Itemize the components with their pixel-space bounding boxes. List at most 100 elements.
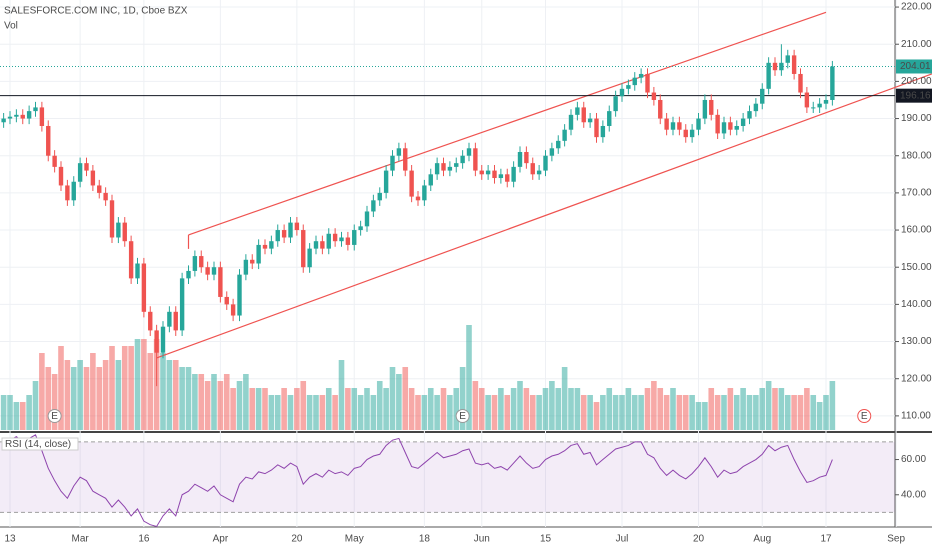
volume-bar [7, 395, 13, 430]
candle-body [211, 267, 217, 275]
x-tick-label: 13 [4, 534, 16, 545]
volume-bar [306, 395, 313, 430]
volume-bar [415, 395, 421, 430]
y-tick-label: 130.00 [901, 336, 932, 347]
candle-body [556, 140, 561, 149]
volume-bar [204, 381, 211, 430]
earnings-label: E [51, 411, 58, 422]
volume-bar [408, 388, 415, 430]
candle-body [128, 241, 134, 279]
candle-body [715, 114, 720, 134]
volume-bar [587, 395, 593, 430]
volume-bar [772, 388, 778, 430]
volume-bar [651, 381, 657, 430]
volume-bar [294, 388, 300, 430]
candle-body [562, 129, 567, 141]
volume-bar [351, 388, 358, 430]
volume-bar [402, 367, 409, 430]
chart-title: SALESFORCE.COM INC, 1D, Cboe BZX [4, 6, 188, 17]
y-tick-label: 160.00 [901, 225, 932, 236]
candle-body [345, 237, 351, 245]
candle-body [664, 118, 669, 130]
volume-bar [644, 388, 651, 430]
volume-bar [797, 395, 804, 430]
candle-body [154, 330, 159, 353]
candle-body [466, 148, 472, 156]
volume-bar [784, 395, 791, 430]
candle-body [626, 85, 631, 89]
candle-body [148, 311, 153, 331]
candle-body [645, 73, 650, 93]
volume-bar [555, 388, 562, 430]
candle-body [517, 152, 523, 167]
volume-bar [657, 388, 664, 430]
candle-body [364, 211, 370, 227]
volume-bar [255, 388, 262, 430]
volume-bar [32, 381, 39, 430]
volume-bar [376, 381, 383, 430]
volume-bar [440, 388, 447, 430]
candle-body [262, 244, 268, 249]
volume-bar [281, 388, 287, 430]
candle-body [307, 248, 312, 268]
lines-layer [0, 11, 932, 359]
candle-body [109, 200, 115, 238]
volume-bar [262, 388, 268, 430]
volume-bar [459, 367, 466, 430]
candle-body [313, 241, 319, 249]
candle-body [301, 230, 306, 268]
candle-body [26, 111, 32, 119]
candle-body [728, 122, 733, 130]
volume-bar [631, 395, 638, 430]
volume-bar [357, 395, 364, 430]
candle-body [243, 259, 249, 275]
x-tick-label: 17 [820, 534, 832, 545]
volume-bar [670, 388, 676, 430]
volume-bar [13, 402, 20, 430]
volume-bar [568, 388, 574, 430]
volume-bar [600, 395, 606, 430]
volume-bar [746, 395, 753, 430]
candle-body [256, 244, 261, 264]
volume-bar [676, 395, 683, 430]
volume-bar [612, 395, 619, 430]
candle-body [823, 99, 829, 104]
volume-bar [192, 374, 198, 430]
volume-bar [160, 353, 166, 430]
volume-bar [689, 395, 695, 430]
candle-body [281, 230, 287, 238]
volume-bar [733, 395, 740, 430]
volume-bar [753, 395, 759, 430]
volume-bar [549, 381, 555, 430]
earnings-marker [455, 409, 470, 423]
candle-body [339, 237, 344, 242]
volume-bar [96, 367, 103, 430]
candle-body [581, 107, 586, 123]
candle-body [84, 163, 89, 171]
candle-body [479, 170, 484, 175]
volume-bar [536, 395, 542, 430]
candle-body [90, 170, 96, 186]
earnings-marker [857, 409, 872, 423]
volume-bar [223, 374, 230, 430]
candle-body [575, 107, 580, 115]
candle-body [275, 230, 280, 242]
volume-bar [383, 388, 389, 430]
vol-layer [0, 325, 836, 430]
volume-bar [453, 388, 460, 430]
volume-bar [778, 388, 785, 430]
volume-bar [58, 346, 64, 430]
candle-body [71, 181, 76, 201]
y-tick-label: 120.00 [901, 373, 932, 384]
candle-body [760, 88, 765, 104]
candle-body [766, 62, 771, 89]
volume-bar [695, 402, 702, 430]
candle-body [447, 166, 453, 171]
volume-bar [109, 346, 115, 430]
price-label-box [896, 59, 932, 74]
volume-bar [300, 381, 307, 430]
candle-body [14, 114, 19, 117]
candle-body [186, 270, 191, 279]
candle-body [39, 107, 45, 126]
